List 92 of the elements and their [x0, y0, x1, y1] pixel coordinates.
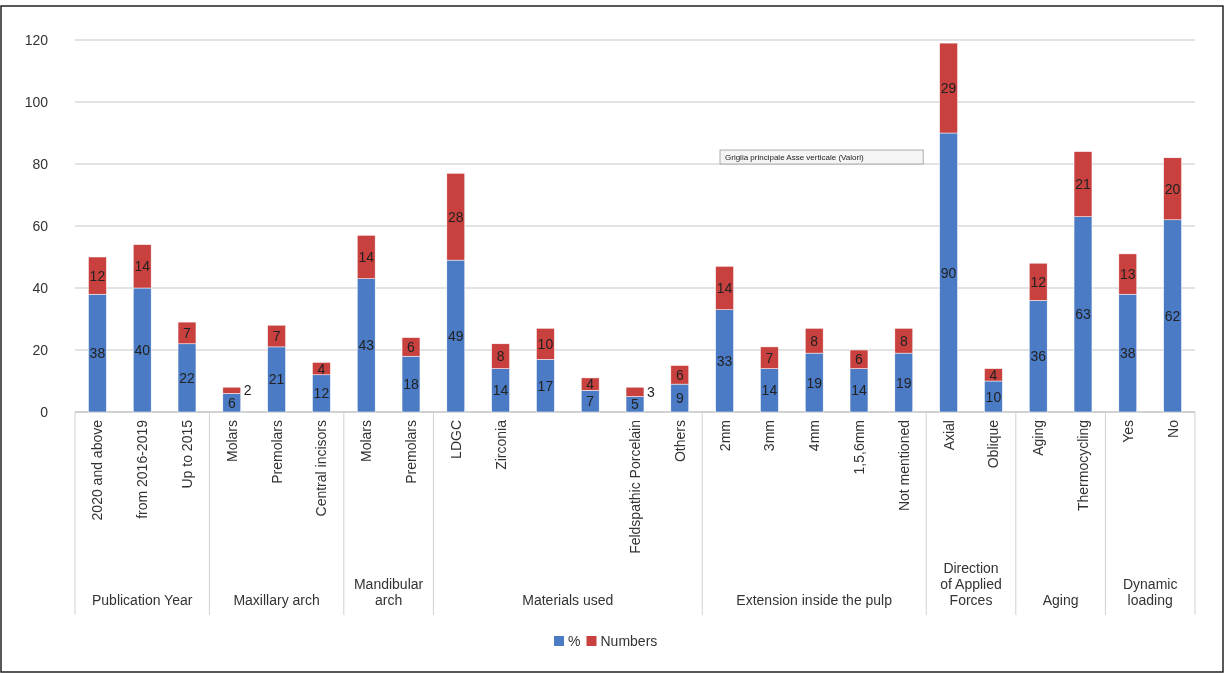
- data-label: 6: [675, 366, 684, 383]
- data-label: 12: [89, 267, 106, 284]
- data-label: 21: [1075, 176, 1091, 193]
- y-tick-label: 40: [32, 280, 49, 296]
- x-tick-label: Feldspathic Porcelain: [627, 420, 643, 554]
- text: Dynamic loading: [1122, 576, 1178, 608]
- data-label: 63: [1075, 306, 1091, 323]
- data-label: 14: [761, 382, 778, 399]
- data-label: 6: [227, 394, 236, 411]
- data-label: 13: [1120, 266, 1136, 283]
- data-label: 6: [407, 338, 416, 355]
- x-tick-label: 2020 and above: [89, 419, 106, 521]
- text: Materials used: [522, 592, 614, 608]
- data-label: 4: [989, 366, 998, 383]
- x-tick-label: Thermocycling: [1075, 420, 1091, 512]
- data-label: 14: [358, 249, 375, 265]
- data-label: 90: [940, 264, 957, 281]
- data-label: 38: [89, 345, 106, 362]
- x-tick-label: Yes: [1119, 420, 1136, 443]
- text: Publication Year: [91, 592, 193, 608]
- data-label: 10: [985, 388, 1002, 405]
- data-label: 10: [537, 335, 554, 352]
- x-tick-label: Not mentioned: [895, 420, 912, 512]
- data-label: 36: [1030, 348, 1047, 365]
- data-label: 62: [1164, 307, 1181, 324]
- x-tick-label: Aging: [1030, 420, 1047, 456]
- text: Maxillary arch: [233, 592, 320, 608]
- text: Aging: [1042, 592, 1079, 608]
- y-tick-label: 20: [32, 342, 49, 358]
- data-label: 33: [716, 352, 733, 369]
- y-tick-label: 0: [40, 404, 49, 420]
- x-tick-label: 3mm: [761, 420, 778, 452]
- x-tick-label: 1,5,6mm: [851, 420, 867, 475]
- data-label: 8: [496, 348, 505, 365]
- data-label: 19: [806, 374, 823, 391]
- x-tick-label: Oblique: [985, 419, 1002, 469]
- y-tick-label: 100: [24, 94, 49, 110]
- data-label: 49: [448, 328, 464, 345]
- legend-label: Numbers: [600, 633, 658, 649]
- x-tick-label: Up to 2015: [179, 419, 195, 489]
- data-label: 14: [716, 280, 733, 296]
- data-label: 20: [1164, 180, 1181, 197]
- text: Extension inside the pulp: [736, 592, 893, 608]
- data-label: 7: [765, 349, 774, 366]
- x-tick-label: Others: [671, 420, 688, 463]
- data-label: 7: [272, 328, 281, 345]
- data-label: 14: [492, 382, 509, 399]
- data-label: 8: [810, 332, 819, 349]
- data-label: 18: [403, 376, 419, 393]
- data-label: 3: [646, 383, 655, 400]
- data-label: 7: [586, 393, 595, 410]
- x-tick-label: 2mm: [716, 420, 733, 452]
- text: Mandibular arch: [353, 576, 424, 608]
- data-label: 14: [134, 258, 151, 275]
- data-label: 28: [448, 208, 464, 225]
- data-label: 29: [940, 80, 957, 97]
- x-tick-label: Zirconia: [492, 419, 509, 470]
- data-label: 38: [1120, 345, 1136, 362]
- y-tick-label: 80: [32, 156, 49, 172]
- data-label: 40: [134, 342, 151, 358]
- x-tick-label: from 2016-2019: [134, 419, 151, 519]
- x-tick-label: No: [1164, 419, 1181, 438]
- x-tick-label: Molars: [223, 420, 240, 463]
- data-label: 14: [851, 382, 867, 399]
- annotation: Griglia principale Asse verticale (Valori): [725, 153, 864, 162]
- x-tick-label: Central incisors: [313, 420, 330, 517]
- tooltip: Griglia principale Asse verticale (Valori): [719, 149, 924, 165]
- data-label: 22: [179, 369, 195, 386]
- y-tick-label: 120: [24, 32, 49, 48]
- x-tick-label: Molars: [358, 420, 375, 463]
- data-label: 7: [183, 324, 192, 341]
- data-label: 8: [899, 332, 908, 349]
- text: Direction of Applied Forces: [940, 560, 1002, 608]
- data-label: 9: [675, 390, 684, 407]
- x-tick-label: Premolars: [268, 420, 285, 484]
- y-tick-label: 60: [32, 218, 49, 234]
- data-label: 12: [1030, 273, 1047, 290]
- data-label: 19: [896, 374, 912, 391]
- data-label: 4: [317, 360, 326, 377]
- data-label: 2: [243, 382, 252, 399]
- data-label: 5: [631, 396, 640, 413]
- data-label: 4: [586, 376, 595, 393]
- data-label: 12: [313, 385, 330, 402]
- x-tick-label: LDGC: [447, 420, 464, 459]
- x-tick-label: Premolars: [403, 420, 419, 484]
- x-tick-label: Axial: [940, 420, 957, 451]
- data-label: 17: [537, 377, 554, 394]
- data-label: 43: [358, 337, 375, 354]
- x-tick-label: 4mm: [806, 420, 823, 452]
- data-label: 6: [855, 351, 864, 368]
- legend-label: %: [568, 633, 581, 649]
- data-label: 21: [268, 371, 285, 388]
